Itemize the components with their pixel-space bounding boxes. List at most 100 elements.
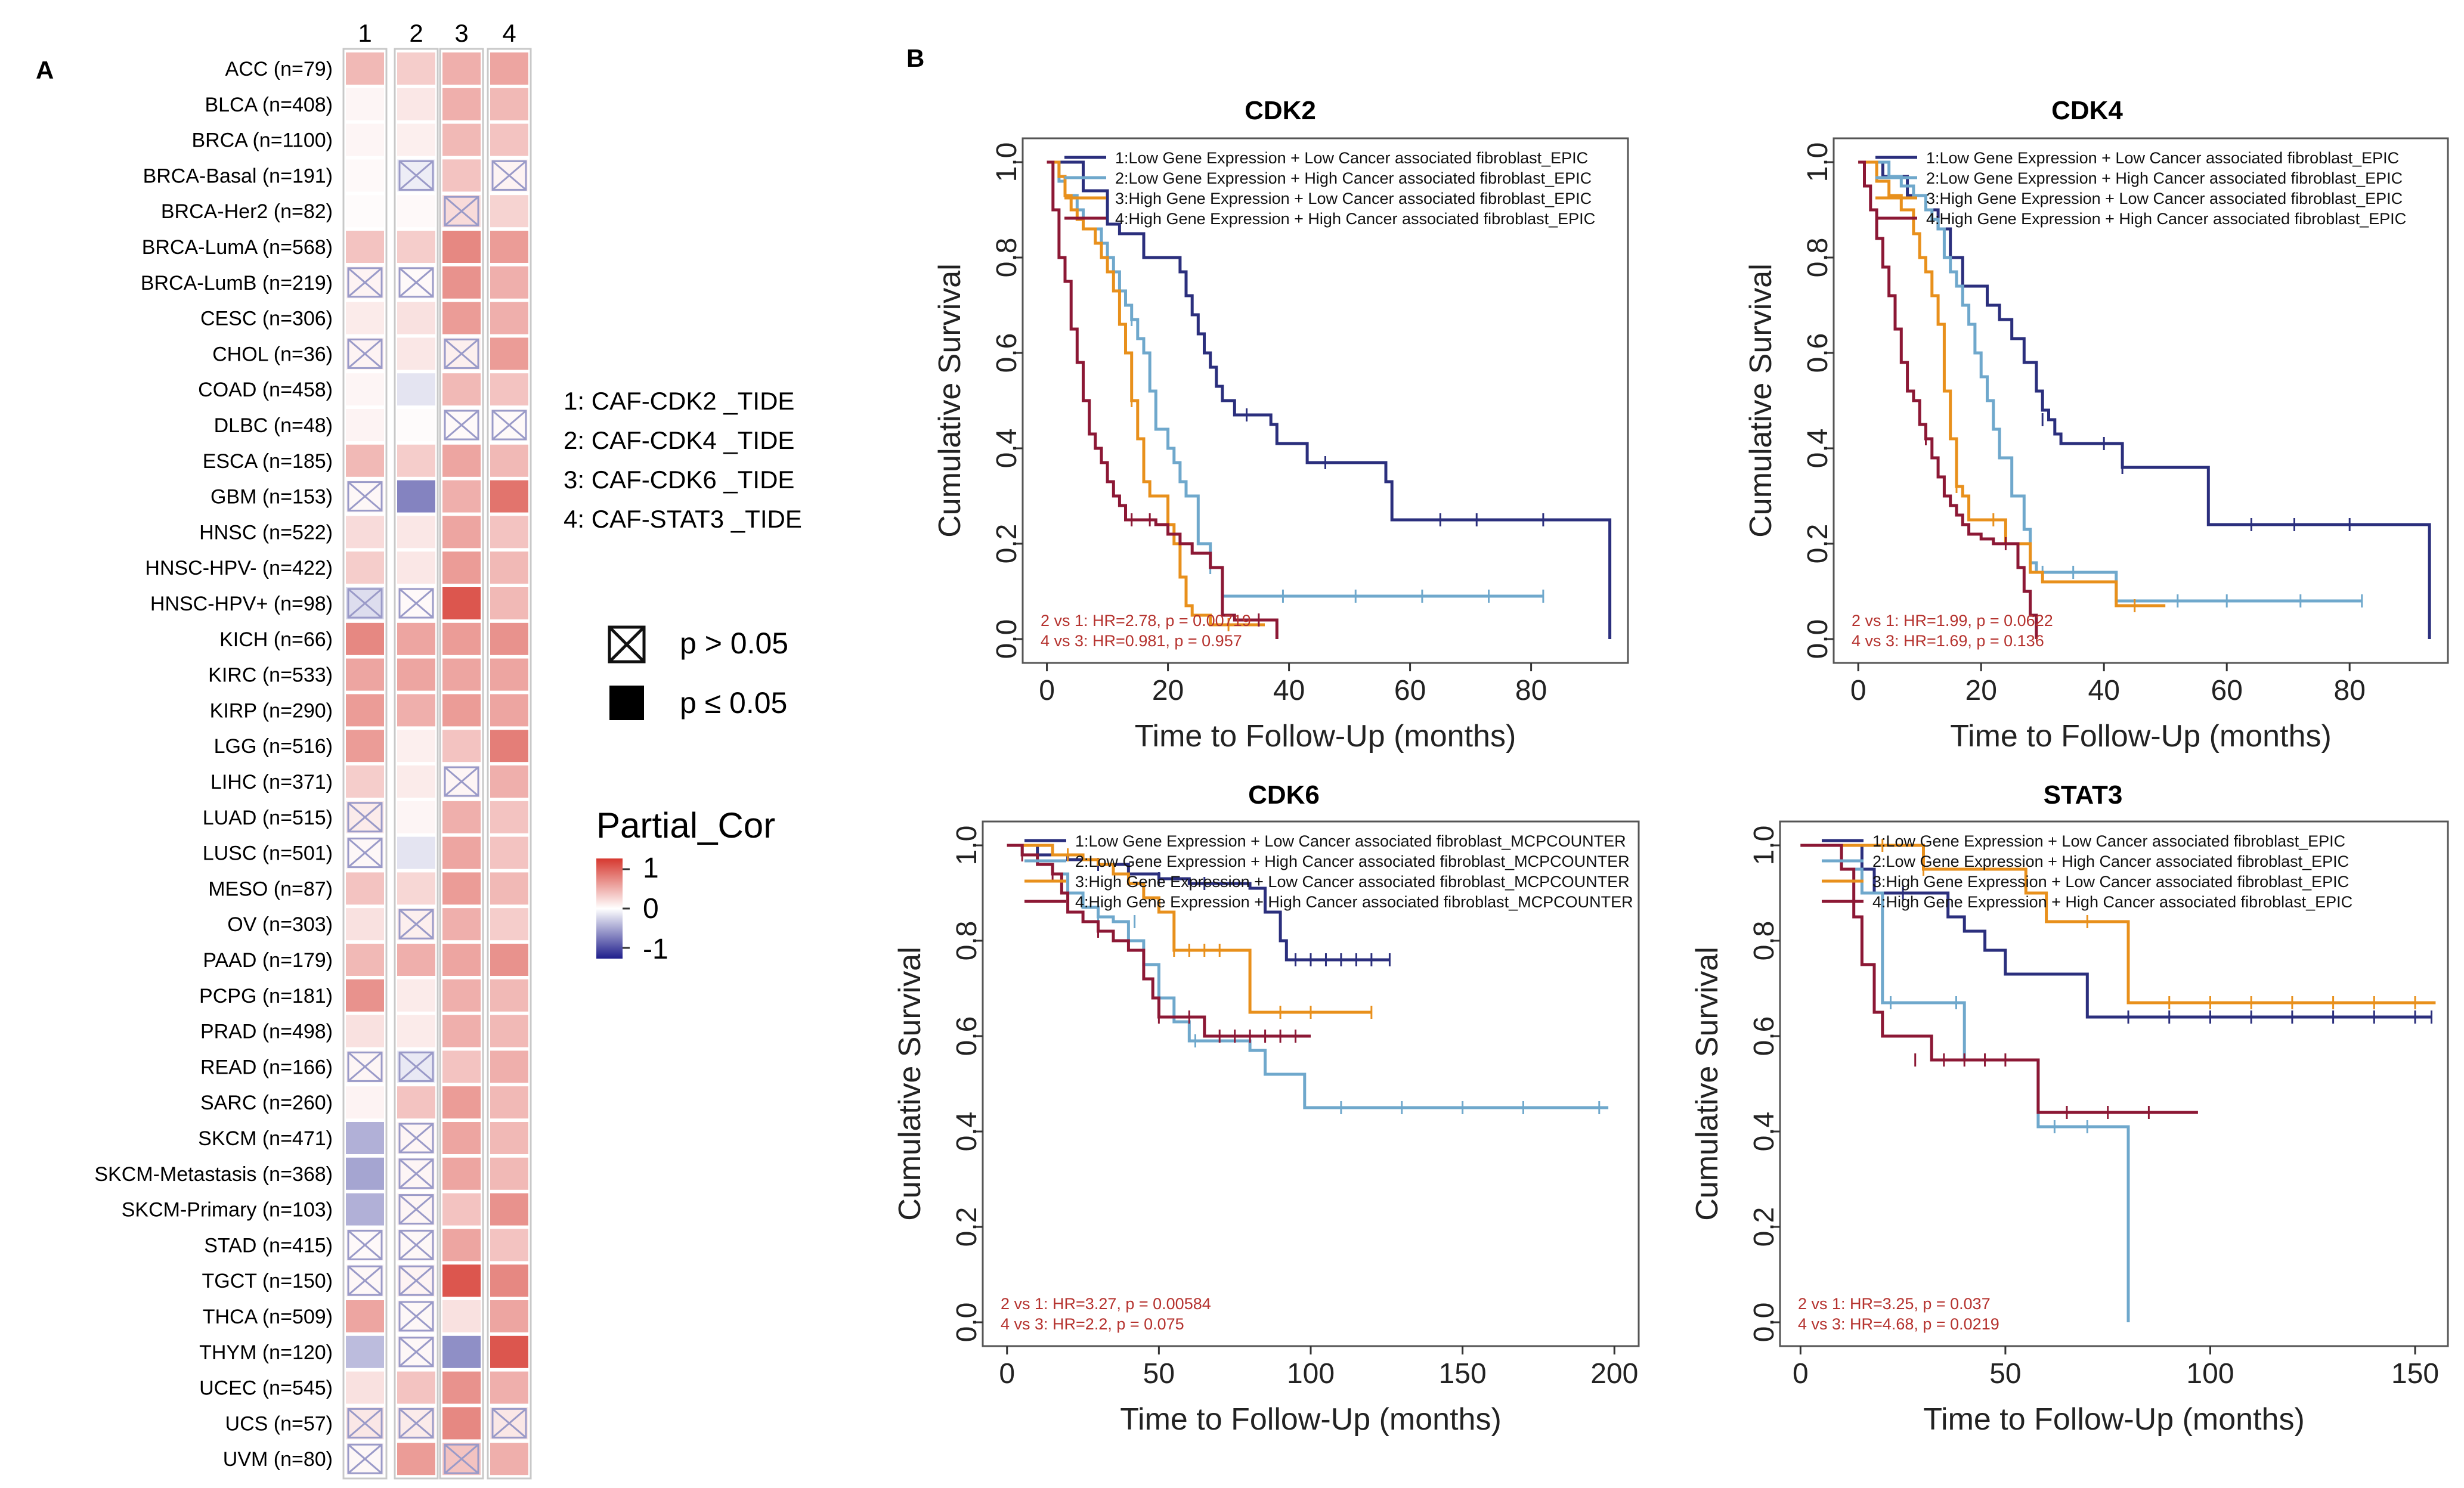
heatmap-cell bbox=[442, 373, 481, 406]
heatmap-row-label: LGG (n=516) bbox=[214, 735, 333, 758]
heatmap-cell bbox=[346, 622, 384, 655]
heatmap-cell bbox=[490, 266, 528, 299]
heatmap-cell bbox=[397, 373, 435, 406]
heatmap-cell bbox=[442, 979, 481, 1012]
heatmap-cell bbox=[397, 302, 435, 334]
y-tick-label: 0.6 bbox=[991, 333, 1023, 373]
heatmap-cell bbox=[442, 1371, 481, 1404]
y-tick-label: 0.2 bbox=[1748, 1207, 1780, 1247]
hr-annotation-2: 4 vs 3: HR=2.2, p = 0.075 bbox=[1001, 1315, 1184, 1333]
km-plot-cdk4: CDK4 0 20 40 60 80 0.0 0.2 0.4 0.6 0.8 1.0 Time to … bbox=[1744, 96, 2449, 754]
heatmap-column-border bbox=[439, 48, 484, 1480]
heatmap-row-label: BRCA (n=1100) bbox=[191, 129, 333, 152]
heatmap-cell bbox=[397, 872, 435, 905]
heatmap-cell bbox=[490, 1264, 528, 1297]
heatmap-cell bbox=[397, 1443, 435, 1475]
ns-cross-icon bbox=[347, 802, 383, 833]
colorbar-title: Partial_Cor bbox=[596, 805, 775, 845]
x-tick-label: 20 bbox=[1152, 675, 1184, 706]
x-axis-label: Time to Follow-Up (months) bbox=[1923, 1402, 2305, 1437]
heatmap-cell bbox=[490, 516, 528, 548]
heatmap-cell bbox=[397, 622, 435, 655]
survival-curve-series-4 bbox=[1800, 844, 2198, 1114]
hr-annotation-2: 4 vs 3: HR=1.69, p = 0.136 bbox=[1852, 632, 2044, 650]
legend-entry-4: 4:High Gene Expression + High Cancer ass… bbox=[1115, 210, 1595, 228]
x-tick-label: 150 bbox=[1439, 1358, 1487, 1390]
ns-cross-icon bbox=[398, 1408, 434, 1439]
heatmap-cell bbox=[442, 159, 481, 192]
heatmap-cell bbox=[490, 908, 528, 941]
x-tick-label: 40 bbox=[2088, 675, 2120, 706]
heatmap-cell bbox=[397, 1086, 435, 1119]
column-legend-item-1: 1: CAF-CDK2 _TIDE bbox=[564, 387, 794, 415]
heatmap-cell bbox=[442, 266, 481, 299]
heatmap-cell bbox=[490, 1300, 528, 1332]
x-axis-label: Time to Follow-Up (months) bbox=[1135, 719, 1516, 754]
heatmap-cell bbox=[490, 944, 528, 976]
heatmap-cell bbox=[346, 159, 384, 192]
heatmap-column-number-3: 3 bbox=[454, 19, 468, 47]
legend-entry-2: 2:Low Gene Expression + High Cancer asso… bbox=[1926, 169, 2403, 187]
ns-cross-icon bbox=[398, 909, 434, 940]
y-tick-label: 0.4 bbox=[1748, 1112, 1780, 1152]
heatmap-cell bbox=[490, 801, 528, 833]
km-cdk4-marks: 0 20 40 60 80 0.0 0.2 0.4 0.6 0.8 1.0 Time to Follo… bbox=[1744, 137, 2449, 754]
ns-cross-icon bbox=[491, 160, 527, 191]
y-tick-label: 0.0 bbox=[991, 619, 1023, 659]
x-tick-label: 0 bbox=[1039, 675, 1055, 706]
heatmap-row-label: READ (n=166) bbox=[200, 1056, 333, 1078]
colorbar-gradient bbox=[596, 858, 623, 959]
heatmap-cells bbox=[346, 52, 528, 1475]
heatmap-cell bbox=[346, 123, 384, 156]
sig-box-icon bbox=[609, 686, 644, 720]
heatmap-cell bbox=[346, 88, 384, 120]
heatmap-row-label: CESC (n=306) bbox=[200, 308, 333, 330]
heatmap-row-label: SKCM-Primary (n=103) bbox=[122, 1199, 333, 1222]
heatmap-row-label: LIHC (n=371) bbox=[211, 771, 333, 793]
heatmap-cell bbox=[490, 694, 528, 727]
heatmap-column-number-1: 1 bbox=[358, 19, 372, 47]
heatmap-cell bbox=[442, 836, 481, 869]
colorbar-mid: 0 bbox=[643, 893, 659, 925]
legend-entry-2: 2:Low Gene Expression + High Cancer asso… bbox=[1872, 852, 2349, 870]
heatmap-cell bbox=[346, 302, 384, 334]
x-tick-label: 0 bbox=[1793, 1358, 1809, 1390]
x-tick-label: 80 bbox=[2334, 675, 2366, 706]
heatmap-column-border bbox=[487, 48, 532, 1480]
x-tick-label: 60 bbox=[2211, 675, 2243, 706]
heatmap-cell bbox=[442, 516, 481, 548]
heatmap-cell bbox=[397, 195, 435, 228]
ns-cross-icon bbox=[444, 766, 479, 797]
heatmap-row-label: STAD (n=415) bbox=[204, 1234, 333, 1257]
heatmap-cell bbox=[346, 730, 384, 762]
y-axis-label: Cumulative Survival bbox=[933, 264, 967, 538]
heatmap-row-label: ACC (n=79) bbox=[225, 58, 333, 80]
heatmap-cell bbox=[346, 1371, 384, 1404]
heatmap-row-label: BRCA-LumB (n=219) bbox=[141, 272, 333, 294]
heatmap-row-label: KIRC (n=533) bbox=[208, 664, 333, 687]
heatmap-cell bbox=[346, 409, 384, 441]
legend-entry-3: 3:High Gene Expression + Low Cancer asso… bbox=[1926, 190, 2403, 207]
ns-cross-icon bbox=[347, 838, 383, 869]
heatmap-row-label: CHOL (n=36) bbox=[212, 343, 333, 365]
heatmap-cell bbox=[490, 1122, 528, 1154]
heatmap-cell bbox=[442, 1407, 481, 1440]
heatmap-row-label: TGCT (n=150) bbox=[202, 1270, 333, 1292]
heatmap-cell bbox=[442, 587, 481, 619]
ns-cross-icon bbox=[347, 1229, 383, 1260]
y-tick-label: 0.0 bbox=[951, 1303, 983, 1343]
sig-label: p ≤ 0.05 bbox=[680, 686, 787, 720]
heatmap-cell bbox=[490, 1335, 528, 1368]
y-tick-label: 0.4 bbox=[951, 1112, 983, 1152]
heatmap-row-label: HNSC-HPV- (n=422) bbox=[145, 557, 333, 579]
heatmap-cell bbox=[346, 1193, 384, 1226]
ns-cross-icon bbox=[347, 481, 383, 512]
y-tick-label: 0.8 bbox=[1748, 921, 1780, 961]
plot-frame bbox=[1832, 137, 2449, 664]
heatmap-cell bbox=[397, 123, 435, 156]
heatmap-row-label: ESCA (n=185) bbox=[203, 450, 333, 473]
heatmap-cell bbox=[442, 231, 481, 263]
y-axis-label: Cumulative Survival bbox=[1744, 264, 1778, 538]
y-axis-label: Cumulative Survival bbox=[893, 947, 927, 1221]
heatmap-row-labels: ACC (n=79) BLCA (n=408) BRCA (n=1100) BRCA-… bbox=[94, 58, 333, 1471]
